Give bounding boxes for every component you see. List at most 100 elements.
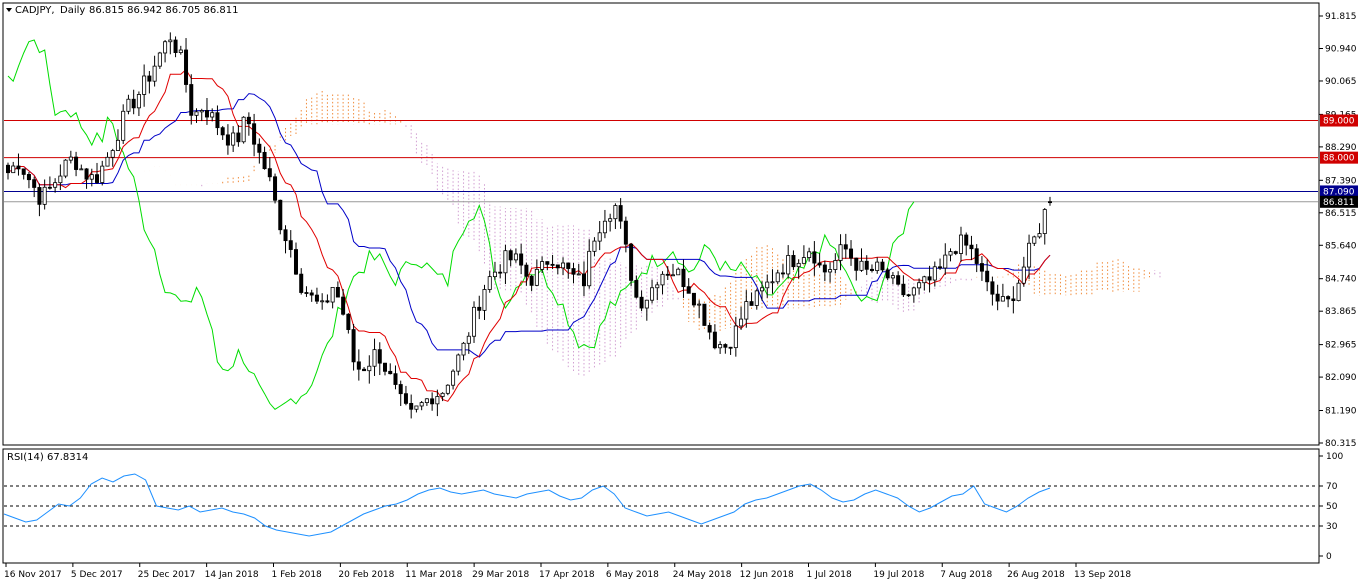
level-tag: 87.090 — [1320, 185, 1358, 198]
candle — [728, 346, 733, 355]
candle-body — [68, 156, 73, 161]
candle-body — [142, 75, 147, 95]
candle — [131, 89, 136, 115]
candle-body — [1016, 282, 1021, 302]
candle-body — [524, 264, 529, 277]
date-tick-label: 17 Apr 2018 — [539, 570, 595, 580]
candle — [723, 343, 728, 354]
candle — [890, 272, 895, 285]
price-candles — [6, 32, 1053, 419]
candle-body — [47, 186, 52, 189]
candle-body — [283, 229, 288, 242]
candle-body — [346, 313, 351, 330]
candle-body — [587, 250, 592, 287]
candle-body — [529, 275, 534, 286]
candle-body — [864, 260, 869, 270]
candle — [555, 264, 560, 275]
candle — [346, 313, 351, 334]
collapse-triangle-icon[interactable] — [6, 8, 12, 12]
level-tag-label: 87.090 — [1323, 187, 1355, 197]
candle-body — [184, 49, 189, 85]
candle-body — [74, 156, 79, 170]
ichimoku-lines — [7, 39, 1051, 410]
candle-body — [943, 254, 948, 269]
candle-body — [304, 292, 309, 294]
candle — [498, 264, 503, 279]
candle — [372, 338, 377, 376]
candle-body — [115, 139, 120, 151]
candle — [1027, 234, 1032, 279]
candle — [309, 289, 314, 302]
candle — [995, 284, 1000, 311]
candle-body — [351, 329, 356, 363]
candle — [670, 263, 675, 277]
candle — [733, 316, 738, 357]
candle-body — [964, 234, 969, 246]
candle-body — [890, 275, 895, 279]
candle-body — [267, 168, 272, 178]
candle — [11, 161, 16, 174]
candle-body — [979, 263, 984, 272]
candle — [451, 369, 456, 390]
candle-body — [42, 186, 47, 205]
candle — [37, 183, 42, 217]
candle-body — [995, 293, 1000, 302]
candle — [68, 150, 73, 164]
candle-body — [859, 260, 864, 271]
candle — [482, 284, 487, 320]
candle-body — [435, 396, 440, 405]
candle-body — [168, 39, 173, 43]
level-tag-box — [1320, 114, 1358, 127]
candle — [519, 243, 524, 275]
candle — [650, 279, 655, 304]
candle — [906, 293, 911, 298]
candle — [136, 91, 141, 117]
candle-body — [383, 362, 388, 372]
candle-body — [1042, 209, 1047, 234]
candle-body — [634, 280, 639, 298]
candle-body — [262, 151, 267, 170]
candle — [760, 281, 765, 301]
candle-body — [723, 344, 728, 348]
candle — [503, 244, 508, 285]
candle-body — [356, 361, 361, 370]
candle — [828, 262, 833, 283]
candle-body — [843, 244, 848, 250]
candle — [917, 278, 922, 295]
candle-body — [105, 156, 110, 167]
candle — [545, 261, 550, 271]
candle-body — [670, 274, 675, 277]
candle-body — [89, 174, 94, 180]
candle — [665, 266, 670, 281]
date-tick-label: 19 Jul 2018 — [873, 570, 924, 580]
candle — [859, 248, 864, 272]
candle-body — [278, 199, 283, 231]
date-axis: 16 Nov 2017 5 Dec 2017 25 Dec 2017 14 Jan 2… — [4, 563, 1131, 580]
candle — [979, 256, 984, 281]
candle-body — [372, 349, 377, 367]
candle-body — [152, 65, 157, 82]
candle-body — [597, 232, 602, 242]
candle-body — [482, 289, 487, 311]
candle-body — [765, 281, 770, 289]
candle-body — [911, 287, 916, 296]
candle — [869, 264, 874, 273]
rsi-tick-label: 30 — [1326, 522, 1338, 532]
candle — [204, 98, 209, 125]
candle — [1021, 256, 1026, 287]
candle — [377, 342, 382, 376]
candle — [178, 45, 183, 55]
rsi-label: RSI(14) — [7, 452, 44, 463]
candle — [780, 264, 785, 278]
candle-body — [608, 218, 613, 222]
candle-body — [660, 273, 665, 286]
candle-body — [728, 346, 733, 349]
level-tag-box — [1320, 185, 1358, 198]
level-tag: 86.811 — [1320, 195, 1358, 208]
date-tick-label: 6 May 2018 — [606, 570, 659, 580]
candle-body — [566, 262, 571, 269]
candle — [257, 138, 262, 164]
candle-body — [932, 266, 937, 281]
